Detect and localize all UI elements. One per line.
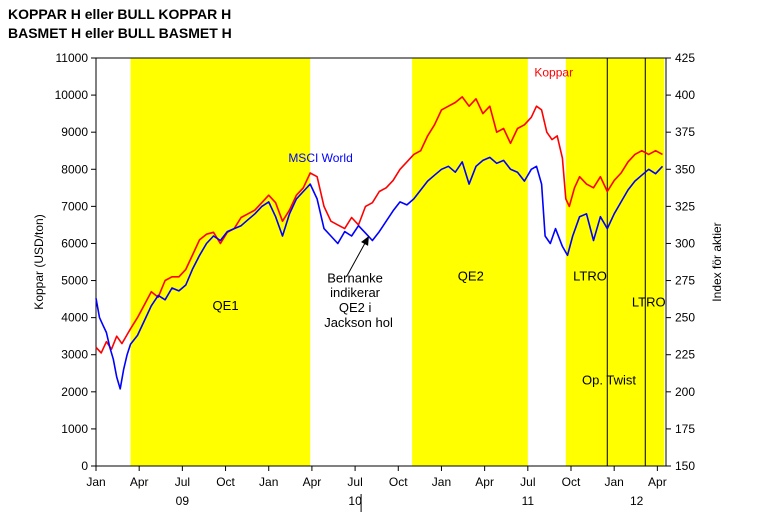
y-tick-label: 8000 <box>61 162 88 176</box>
y-tick-label: 10000 <box>55 88 89 102</box>
x-tick-label: Jul <box>520 475 535 489</box>
y-tick-label: 9000 <box>61 125 88 139</box>
y-tick-label: 6000 <box>61 236 88 250</box>
y2-tick-label: 200 <box>675 385 695 399</box>
series-label-msci-world: MSCI World <box>288 151 352 165</box>
y2-tick-label: 300 <box>675 236 695 250</box>
y2-tick-label: 325 <box>675 199 695 213</box>
x-tick-label: Jan <box>86 475 105 489</box>
y2-tick-label: 250 <box>675 311 695 325</box>
y-tick-label: 5000 <box>61 274 88 288</box>
y-tick-label: 4000 <box>61 311 88 325</box>
x-year-label: 11 <box>522 494 535 508</box>
y-tick-label: 1000 <box>61 422 88 436</box>
x-tick-label: Oct <box>389 475 408 489</box>
x-tick-label: Jul <box>175 475 190 489</box>
y2-tick-label: 375 <box>675 125 695 139</box>
y2-tick-label: 425 <box>675 51 695 65</box>
x-tick-label: Oct <box>216 475 235 489</box>
annotation-text: LTRO <box>573 269 607 284</box>
y-tick-label: 0 <box>81 459 88 473</box>
x-tick-label: Jan <box>259 475 278 489</box>
annotation-text: QE2 i <box>339 300 372 315</box>
shaded-band-3 <box>565 58 665 466</box>
y-tick-label: 2000 <box>61 385 88 399</box>
x-year-label: 09 <box>176 494 190 508</box>
y2-tick-label: 150 <box>675 459 695 473</box>
x-tick-label: Apr <box>303 475 322 489</box>
annotation-text: indikerar <box>330 285 381 300</box>
x-tick-label: Oct <box>562 475 581 489</box>
y2-tick-label: 350 <box>675 162 695 176</box>
chart-title-line-1: KOPPAR H eller BULL KOPPAR H <box>8 6 232 22</box>
y-tick-label: 7000 <box>61 199 88 213</box>
y-axis-label: Koppar (USD/ton) <box>32 214 46 309</box>
x-year-label: 12 <box>630 494 644 508</box>
plot-frame <box>95 57 667 467</box>
band-label: QE2 <box>458 269 484 284</box>
shaded-band-2 <box>412 58 528 466</box>
x-tick-label: Jan <box>605 475 624 489</box>
annotation-arrowhead <box>361 236 369 246</box>
series-label-koppar: Koppar <box>534 66 573 80</box>
series-line-koppar <box>95 96 663 354</box>
annotation-text: Jackson hol <box>324 315 393 330</box>
y2-tick-label: 225 <box>675 348 695 362</box>
x-tick-label: Apr <box>648 475 667 489</box>
y2-tick-label: 175 <box>675 422 695 436</box>
annotation-text: Op. Twist <box>582 372 636 387</box>
shaded-band-1 <box>130 58 311 466</box>
annotation-text: Bernanke <box>327 270 383 285</box>
y2-tick-label: 400 <box>675 88 695 102</box>
x-tick-label: Jul <box>347 475 362 489</box>
x-tick-label: Jan <box>432 475 451 489</box>
annotation-text: LTRO <box>632 295 666 310</box>
y-tick-label: 11000 <box>56 51 89 65</box>
y2-tick-label: 275 <box>675 274 695 288</box>
band-label: QE1 <box>213 298 239 313</box>
y2-axis-label: Index för aktier <box>710 222 724 301</box>
x-year-label: 10 <box>348 494 362 508</box>
y-tick-label: 3000 <box>61 348 88 362</box>
chart-title-line-2: BASMET H eller BULL BASMET H <box>8 25 232 41</box>
x-tick-label: Apr <box>130 475 149 489</box>
x-tick-label: Apr <box>475 475 494 489</box>
